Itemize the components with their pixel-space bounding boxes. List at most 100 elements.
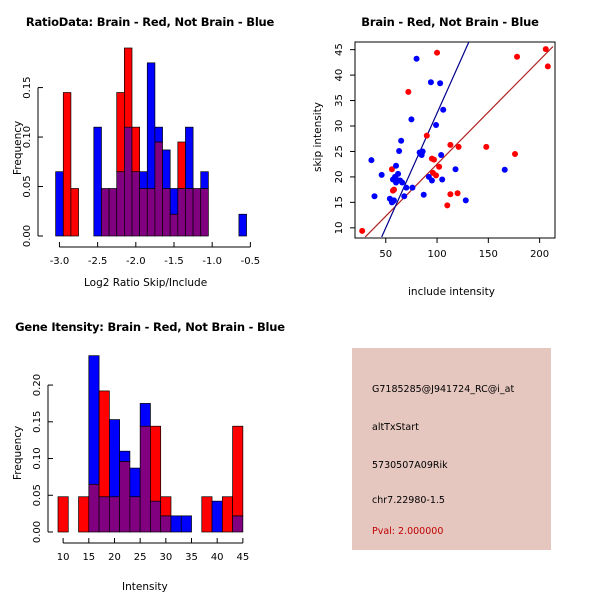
histogram-bar-not-brain [180, 515, 192, 533]
ratio-y-tick-label: 0.15 [22, 76, 33, 98]
gene-x-tick-label: 20 [108, 552, 121, 563]
scatter-point-not-brain [371, 193, 378, 200]
gene-x-tick-label: 45 [236, 552, 249, 563]
scatter-y-tick-label: 15 [334, 196, 345, 209]
scatter-point-not-brain [399, 179, 406, 186]
scatter-y-tick-label: 45 [334, 43, 345, 56]
histogram-bar-not-brain [146, 62, 156, 189]
scatter-x-tick-label: 50 [379, 249, 392, 260]
scatter-point-not-brain [428, 177, 435, 184]
gene-x-tick-label: 15 [82, 552, 95, 563]
scatter-point-brain [544, 63, 551, 70]
scatter-plot: 50 100 150 200 10 15 20 25 30 35 40 45 [334, 41, 556, 260]
histogram-bar-brain [57, 496, 69, 533]
info-line-event-type: altTxStart [372, 422, 419, 433]
scatter-point-brain [388, 166, 395, 173]
scatter-point-not-brain [408, 116, 415, 123]
gene-y-tick-label: 0.05 [32, 484, 43, 506]
histogram-bar-overlap [192, 188, 202, 237]
ratio-histogram-title: RatioData: Brain - Red, Not Brain - Blue [25, 15, 275, 29]
scatter-point-brain [430, 156, 437, 163]
scatter-point-brain [390, 186, 397, 193]
gene-histogram-plot: 10 15 20 25 30 35 40 45 0.00 0.05 0.10 0.15 0.20 [32, 355, 249, 563]
histogram-bar-not-brain [211, 500, 223, 533]
scatter-y-tick-label: 30 [334, 120, 345, 133]
gene-info-panel: G7185285@J941724_RC@i_at altTxStart 5730… [352, 348, 551, 550]
scatter-point-not-brain [393, 162, 400, 169]
histogram-bar-not-brain [119, 450, 131, 462]
scatter-point-brain [447, 191, 454, 198]
scatter-y-tick-label: 35 [334, 94, 345, 107]
histogram-bar-not-brain [200, 171, 209, 189]
info-line-probe-id: G7185285@J941724_RC@i_at [372, 384, 515, 395]
info-line-locus: chr7.22980-1.5 [372, 495, 445, 506]
scatter-point-brain [455, 143, 462, 150]
ratio-x-tick-label: -1.0 [202, 256, 222, 267]
histogram-bar-overlap [108, 188, 118, 237]
ratio-x-tick-label: -1.5 [164, 256, 184, 267]
histogram-bar-overlap [129, 496, 141, 533]
scatter-point-brain [433, 172, 440, 179]
gene-x-tick-label: 25 [134, 552, 147, 563]
histogram-bar-not-brain [169, 188, 179, 215]
scatter-point-not-brain [368, 157, 375, 164]
scatter-point-not-brain [452, 166, 459, 173]
scatter-point-not-brain [409, 184, 416, 191]
histogram-bar-not-brain [93, 126, 102, 237]
scatter-point-not-brain [420, 191, 427, 198]
histogram-bar-brain [201, 496, 213, 533]
scatter-point-brain [436, 163, 443, 170]
histogram-bar-overlap [124, 126, 133, 237]
histogram-bar-not-brain [139, 171, 148, 189]
scatter-point-brain [514, 53, 521, 60]
scatter-point-brain [447, 141, 454, 148]
histogram-bar-overlap [185, 188, 194, 237]
histogram-bar-overlap [116, 171, 125, 237]
scatter-point-not-brain [427, 79, 434, 86]
scatter-point-not-brain [390, 197, 397, 204]
scatter-point-brain [483, 143, 490, 150]
histogram-bar-not-brain [185, 126, 194, 189]
scatter-y-tick-label: 25 [334, 145, 345, 158]
histogram-bar-overlap [139, 188, 148, 237]
histogram-bar-brain [221, 496, 233, 533]
scatter-plot-box [354, 41, 556, 239]
ratio-y-tick-label: 0.00 [22, 225, 33, 247]
ratio-histogram-xlabel: Log2 Ratio Skip/Include [84, 277, 208, 289]
ratio-x-tick-label: -2.5 [88, 256, 108, 267]
scatter-point-brain [454, 190, 461, 197]
histogram-bar-overlap [119, 461, 131, 533]
gene-y-tick-label: 0.15 [32, 411, 43, 433]
scatter-point-not-brain [398, 137, 405, 144]
scatter-point-not-brain [438, 152, 445, 159]
gene-x-tick-label: 40 [211, 552, 224, 563]
scatter-title: Brain - Red, Not Brain - Blue [361, 15, 539, 29]
gene-histogram-bars [57, 355, 244, 533]
histogram-bar-overlap [154, 141, 163, 237]
scatter-y-tick-label: 20 [334, 171, 345, 184]
histogram-bar-overlap [101, 188, 110, 237]
scatter-x-tick-label: 150 [479, 249, 498, 260]
gene-x-tick-label: 10 [57, 552, 70, 563]
scatter-fit-line [381, 42, 470, 238]
histogram-bar-overlap [232, 515, 244, 533]
ratio-y-tick-label: 0.05 [22, 175, 33, 197]
histogram-bar-overlap [162, 188, 171, 237]
ratio-histogram-plot: -3.0 -2.5 -2.0 -1.5 -1.0 -0.5 0.00 0.05 0.10 0.15 [22, 47, 261, 267]
scatter-point-brain [542, 46, 549, 53]
gene-y-tick-label: 0.00 [32, 521, 43, 543]
scatter-point-not-brain [403, 184, 410, 191]
histogram-bar-brain [150, 425, 162, 502]
histogram-bar-not-brain [55, 171, 64, 237]
ratio-x-tick-label: -2.0 [126, 256, 146, 267]
histogram-bar-overlap [146, 188, 156, 237]
info-line-gene-symbol: 5730507A09Rik [372, 460, 448, 471]
scatter-x-tick-label: 200 [530, 249, 549, 260]
gene-x-tick-label: 30 [159, 552, 172, 563]
histogram-bar-not-brain [238, 213, 247, 237]
histogram-bar-overlap [150, 500, 162, 533]
ratio-x-tick-label: -0.5 [241, 256, 261, 267]
histogram-bar-overlap [139, 425, 151, 533]
scatter-fit-line [364, 46, 554, 238]
